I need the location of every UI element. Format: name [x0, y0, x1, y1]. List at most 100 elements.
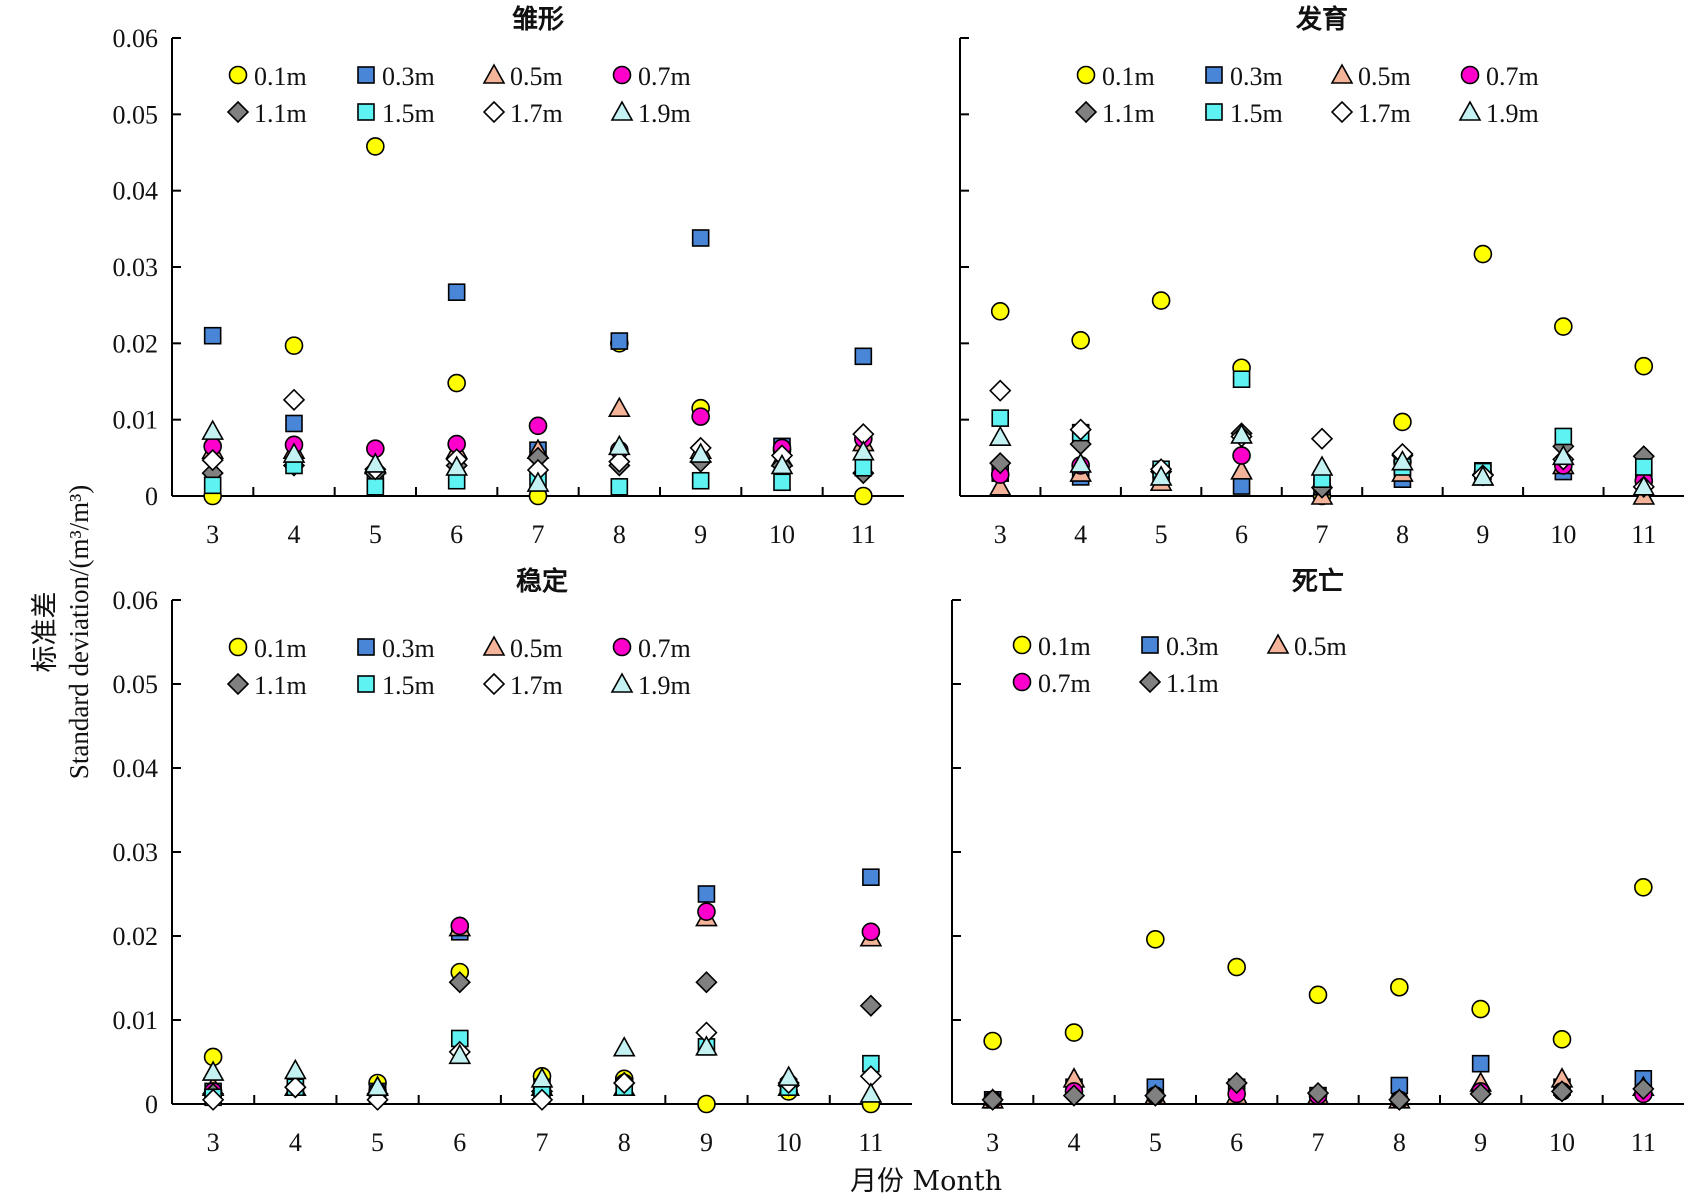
- x-axis-label: 月份 Month: [850, 1166, 1002, 1197]
- legend-item: 1.1m: [226, 99, 307, 128]
- data-point: [1471, 465, 1495, 486]
- data-point: [1232, 446, 1251, 465]
- legend-label: 0.1m: [254, 62, 307, 91]
- data-point: [447, 283, 466, 301]
- legend-label: 1.7m: [510, 671, 563, 700]
- legend-marker: [357, 638, 375, 656]
- legend-marker: [357, 66, 375, 84]
- data-point: [282, 388, 306, 411]
- legend-label: 0.3m: [1230, 62, 1283, 91]
- data-point: [201, 419, 225, 440]
- data-point: [861, 922, 881, 942]
- legend-item: 0.7m: [612, 62, 691, 91]
- data-point: [610, 478, 629, 496]
- y-tick-label: 0.04: [113, 754, 159, 783]
- data-point: [284, 336, 304, 355]
- legend-label: 0.7m: [1486, 62, 1539, 91]
- legend: 0.1m 0.3m 0.5m 0.7m 1.1m: [1012, 632, 1347, 698]
- data-point: [608, 450, 631, 473]
- legend-item: 0.7m: [1460, 62, 1539, 91]
- legend-marker: [612, 637, 632, 657]
- x-tick-label: 9: [1474, 1128, 1487, 1157]
- legend-label: 0.7m: [1038, 669, 1091, 698]
- x-tick-label: 5: [371, 1128, 384, 1157]
- legend-marker: [226, 100, 250, 124]
- legend-marker: [1460, 65, 1480, 85]
- data-point: [530, 1088, 554, 1111]
- data-point: [1634, 356, 1654, 376]
- legend-item: 0.1m: [1076, 62, 1155, 91]
- x-tick-label: 11: [851, 520, 876, 549]
- series-1.7m: [201, 1021, 883, 1111]
- y-axis-label: 标准差 Standard deviation/(m³/m³): [30, 485, 94, 779]
- data-point: [1306, 1081, 1330, 1105]
- data-point: [607, 396, 631, 418]
- data-point: [697, 902, 716, 921]
- legend-item: 1.5m: [357, 99, 435, 128]
- legend-label: 1.7m: [1358, 99, 1411, 128]
- data-point: [366, 1075, 389, 1096]
- y-tick-label: 0.02: [113, 329, 159, 358]
- x-tick-label: 5: [369, 520, 382, 549]
- x-tick-label: 7: [536, 1128, 549, 1157]
- legend-marker: [1076, 65, 1096, 85]
- legend-item: 1.9m: [610, 671, 691, 700]
- data-point: [526, 471, 550, 492]
- series-1.9m: [201, 419, 875, 492]
- x-tick-label: 4: [289, 1128, 302, 1157]
- legend-item: 0.7m: [1012, 669, 1091, 698]
- y-tick-label: 0: [145, 482, 158, 511]
- data-point: [1634, 458, 1653, 476]
- series-1.1m: [981, 1071, 1655, 1111]
- data-point: [1308, 985, 1328, 1005]
- data-point: [983, 1031, 1002, 1051]
- data-point: [1069, 452, 1093, 473]
- x-tick-label: 7: [1312, 1128, 1325, 1157]
- legend-marker: [1141, 636, 1159, 654]
- legend-item: 1.1m: [1138, 669, 1219, 698]
- x-tick-label: 5: [1149, 1128, 1162, 1157]
- panel-1: 0 0.01 0.02 0.03 0.04 0.05 0.06 3 4 5 6 7 8 9 10 11 雏形 0.…: [113, 5, 904, 549]
- panel-title: 死亡: [1292, 566, 1344, 597]
- legend-label: 0.3m: [1166, 632, 1219, 661]
- data-point: [981, 1088, 1004, 1111]
- data-point: [1062, 1084, 1086, 1107]
- x-tick-label: 9: [694, 520, 707, 549]
- data-point: [695, 971, 718, 994]
- data-point: [691, 471, 710, 490]
- legend-item: 1.9m: [610, 99, 691, 128]
- x-tick-label: 3: [207, 1128, 220, 1157]
- data-point: [1471, 999, 1490, 1019]
- data-point: [613, 1071, 636, 1095]
- legend-marker: [610, 100, 634, 121]
- x-tick-label: 9: [1476, 520, 1489, 549]
- data-point: [450, 916, 470, 936]
- legend-item: 1.9m: [1458, 99, 1539, 128]
- data-point: [201, 448, 224, 472]
- data-point: [1634, 877, 1653, 897]
- series-0.1m: [983, 877, 1653, 1051]
- legend-item: 1.5m: [357, 671, 435, 700]
- data-point: [697, 1094, 716, 1114]
- data-point: [1552, 1030, 1572, 1049]
- data-point: [689, 442, 713, 463]
- data-point: [777, 1065, 801, 1086]
- data-point: [859, 1082, 883, 1103]
- legend-item: 1.5m: [1205, 99, 1283, 128]
- legend-item: 1.7m: [482, 671, 563, 700]
- legend-item: 0.5m: [1330, 62, 1411, 91]
- data-point: [1550, 1080, 1574, 1103]
- x-tick-label: 8: [618, 1128, 631, 1157]
- data-point: [1471, 1054, 1490, 1073]
- legend-marker: [482, 672, 506, 696]
- x-tick-label: 8: [1393, 1128, 1406, 1157]
- data-point: [612, 1036, 636, 1057]
- data-point: [448, 971, 471, 994]
- legend-marker: [1330, 100, 1354, 124]
- data-point: [988, 425, 1012, 447]
- legend-label: 1.1m: [1102, 99, 1155, 128]
- x-tick-label: 3: [986, 1128, 999, 1157]
- data-point: [1069, 418, 1092, 441]
- y-tick-label: 0.03: [113, 838, 159, 867]
- legend-label: 1.9m: [1486, 99, 1539, 128]
